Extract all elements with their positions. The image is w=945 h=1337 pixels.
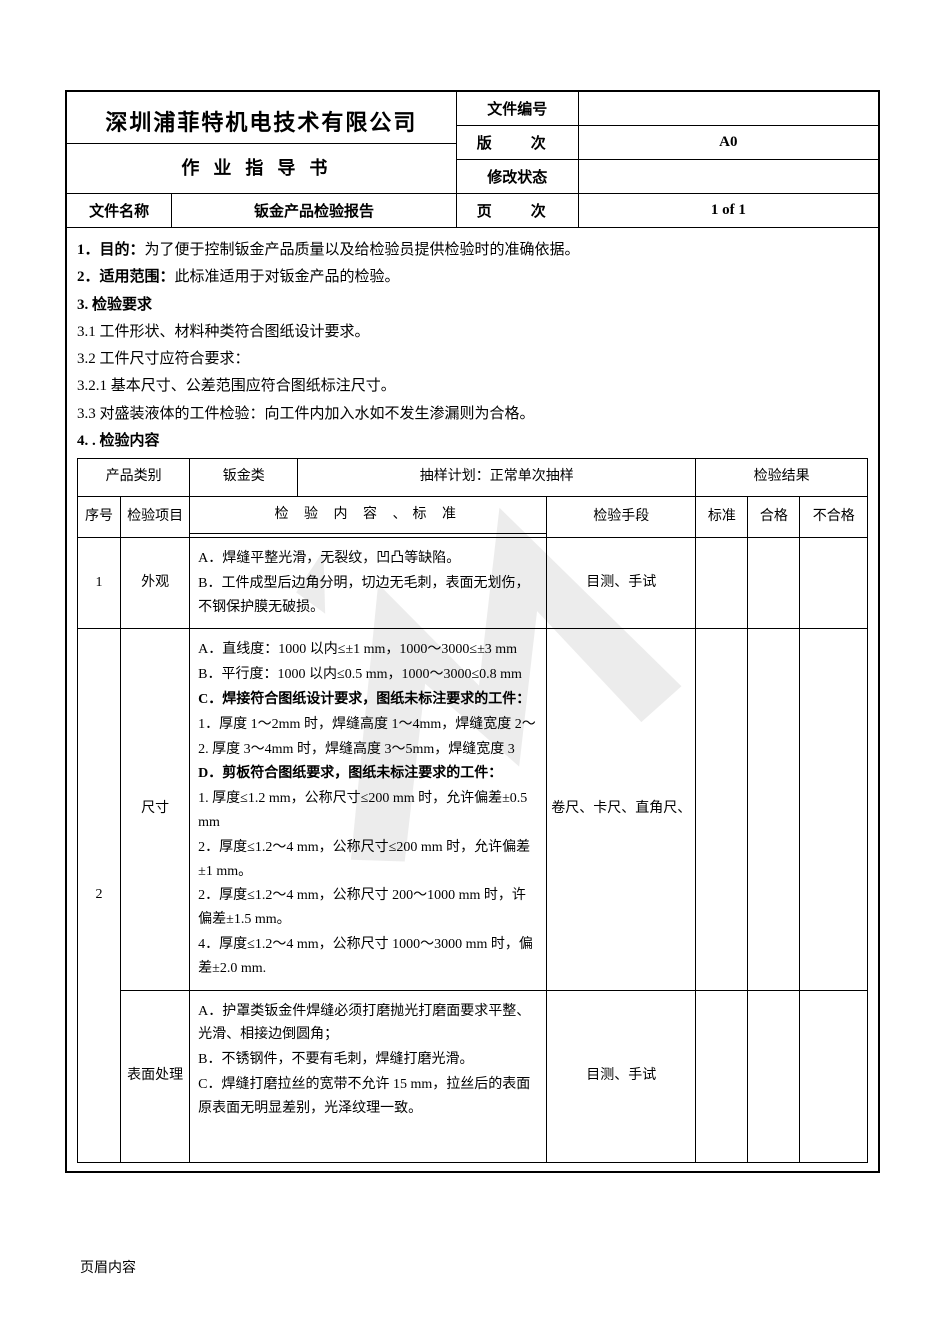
std-1 bbox=[696, 538, 748, 629]
item-2b: 表面处理 bbox=[121, 990, 190, 1162]
requirements-heading: 3. 检验要求 bbox=[77, 292, 868, 318]
version-value: A0 bbox=[578, 126, 879, 160]
pass-2a bbox=[748, 629, 800, 990]
document-body: 1．目的：为了便于控制钣金产品质量以及给检验员提供检验时的准确依据。 2．适用范… bbox=[66, 228, 879, 1172]
file-name-value: 钣金产品检验报告 bbox=[172, 194, 457, 228]
scope-text: 此标准适用于对钣金产品的检验。 bbox=[175, 269, 400, 285]
item-1: 外观 bbox=[121, 538, 190, 629]
req-3-3: 3.3 对盛装液体的工件检验：向工件内加入水如不发生渗漏则为合格。 bbox=[77, 401, 868, 427]
doc-number-value bbox=[578, 91, 879, 126]
method-1: 目测、手试 bbox=[547, 538, 696, 629]
fail-2a bbox=[800, 629, 868, 990]
table-row: 2 尺寸 A．直线度：1000 以内≤±1 mm，1000～3000≤±3 mm… bbox=[78, 629, 868, 990]
method-2b: 目测、手试 bbox=[547, 990, 696, 1162]
doc-number-label: 文件编号 bbox=[456, 91, 578, 126]
inspection-table: 产品类别 钣金类 抽样计划：正常单次抽样 检验结果 序号 检验项目 检 验 内 … bbox=[77, 458, 868, 1163]
seq-2: 2 bbox=[78, 629, 121, 1162]
method-header: 检验手段 bbox=[547, 496, 696, 538]
revision-value bbox=[578, 160, 879, 194]
version-label: 版 次 bbox=[456, 126, 578, 160]
item-2a: 尺寸 bbox=[121, 629, 190, 990]
pass-header: 合格 bbox=[748, 496, 800, 538]
std-2b bbox=[696, 990, 748, 1162]
pass-1 bbox=[748, 538, 800, 629]
inspection-content-heading: 4. . 检验内容 bbox=[77, 428, 868, 454]
product-type-label: 产品类别 bbox=[78, 459, 190, 497]
product-type-value: 钣金类 bbox=[190, 459, 298, 497]
sampling-plan: 抽样计划：正常单次抽样 bbox=[298, 459, 696, 497]
revision-label: 修改状态 bbox=[456, 160, 578, 194]
purpose-label: 1．目的： bbox=[77, 242, 145, 258]
table-row: 表面处理 A．护罩类钣金件焊缝必须打磨抛光打磨面要求平整、光滑、相接边倒圆角；B… bbox=[78, 990, 868, 1162]
page-value: 1 of 1 bbox=[578, 194, 879, 228]
seq-header: 序号 bbox=[78, 496, 121, 538]
std-header: 标准 bbox=[696, 496, 748, 538]
file-name-label: 文件名称 bbox=[66, 194, 172, 228]
scope-label: 2．适用范围： bbox=[77, 269, 175, 285]
fail-header: 不合格 bbox=[800, 496, 868, 538]
content-1: A．焊缝平整光滑，无裂纹，凹凸等缺陷。B．工件成型后边角分明，切边无毛刺，表面无… bbox=[190, 538, 547, 629]
page-label: 页 次 bbox=[456, 194, 578, 228]
doc-subtitle: 作业指导书 bbox=[67, 144, 456, 190]
table-row: 1 外观 A．焊缝平整光滑，无裂纹，凹凸等缺陷。B．工件成型后边角分明，切边无毛… bbox=[78, 538, 868, 629]
page-footer: 页眉内容 bbox=[80, 1257, 136, 1277]
seq-1: 1 bbox=[78, 538, 121, 629]
req-3-2-1: 3.2.1 基本尺寸、公差范围应符合图纸标注尺寸。 bbox=[77, 373, 868, 399]
item-header: 检验项目 bbox=[121, 496, 190, 538]
content-header: 检 验 内 容 、标 准 bbox=[190, 496, 547, 534]
fail-2b bbox=[800, 990, 868, 1162]
content-2a: A．直线度：1000 以内≤±1 mm，1000～3000≤±3 mmB．平行度… bbox=[190, 629, 547, 990]
pass-2b bbox=[748, 990, 800, 1162]
std-2a bbox=[696, 629, 748, 990]
company-name: 深圳浦菲特机电技术有限公司 bbox=[67, 95, 456, 144]
purpose-text: 为了便于控制钣金产品质量以及给检验员提供检验时的准确依据。 bbox=[145, 242, 580, 258]
req-3-2: 3.2 工件尺寸应符合要求： bbox=[77, 346, 868, 372]
document-frame: 深圳浦菲特机电技术有限公司 作业指导书 文件编号 版 次 A0 修改状态 文件名… bbox=[65, 90, 880, 1173]
req-3-1: 3.1 工件形状、材料种类符合图纸设计要求。 bbox=[77, 319, 868, 345]
fail-1 bbox=[800, 538, 868, 629]
method-2a: 卷尺、卡尺、直角尺、 bbox=[547, 629, 696, 990]
result-label: 检验结果 bbox=[696, 459, 868, 497]
content-2b: A．护罩类钣金件焊缝必须打磨抛光打磨面要求平整、光滑、相接边倒圆角；B．不锈钢件… bbox=[190, 990, 547, 1162]
